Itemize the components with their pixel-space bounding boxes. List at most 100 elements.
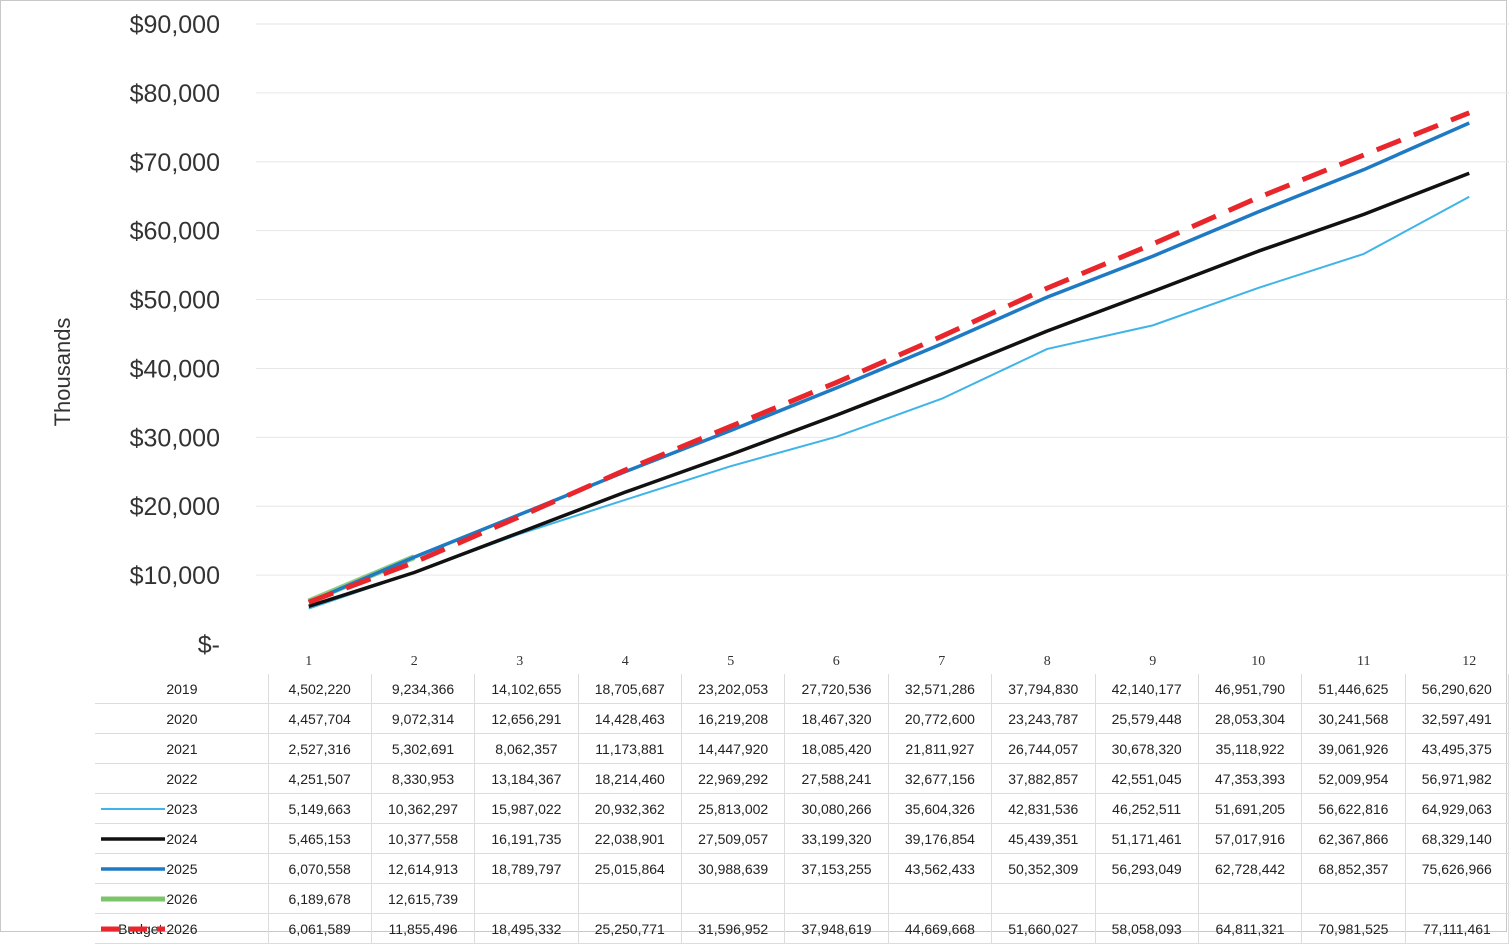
table-cell — [1301, 883, 1406, 914]
table-cell: 26,744,057 — [991, 733, 1096, 764]
table-cell: 4,457,704 — [268, 703, 372, 734]
table-cell: 8,330,953 — [371, 763, 476, 794]
table-cell: 43,495,375 — [1405, 733, 1509, 764]
data-table: 2019 4,502,220 9,234,366 14,102,655 18,705,6… — [95, 674, 1509, 944]
table-cell: 6,189,678 — [268, 883, 372, 914]
x-tick-label: 5 — [727, 654, 734, 669]
table-cell: 64,929,063 — [1405, 793, 1509, 824]
table-cell — [991, 883, 1096, 914]
x-tick-label: 3 — [516, 654, 523, 669]
table-cell: 31,596,952 — [681, 913, 786, 944]
table-cell: 51,446,625 — [1301, 674, 1406, 704]
table-row: 2019 4,502,220 9,234,366 14,102,655 18,705,6… — [95, 674, 1509, 704]
table-cell: 51,691,205 — [1198, 793, 1303, 824]
table-cell: 56,971,982 — [1405, 763, 1509, 794]
y-tick-label: $70,000 — [130, 149, 220, 177]
table-row: 2024 5,465,153 10,377,558 16,191,735 22,038,… — [95, 823, 1509, 854]
table-cell: 39,176,854 — [888, 823, 993, 854]
table-cell: 68,329,140 — [1405, 823, 1509, 854]
y-axis-label: Thousands — [50, 318, 75, 427]
table-cell: 30,988,639 — [681, 853, 786, 884]
table-row: 2020 4,457,704 9,072,314 12,656,291 14,428,4… — [95, 703, 1509, 734]
table-cell: 8,062,357 — [474, 733, 579, 764]
table-cell: 37,153,255 — [784, 853, 889, 884]
table-cell: 42,831,536 — [991, 793, 1096, 824]
series-lines — [307, 110, 1471, 610]
table-cell: 75,626,966 — [1405, 853, 1509, 884]
table-cell: 57,017,916 — [1198, 823, 1303, 854]
table-cell: 5,149,663 — [268, 793, 372, 824]
table-cell: 37,794,830 — [991, 674, 1096, 704]
y-tick-label: $10,000 — [130, 562, 220, 590]
table-cell: 30,678,320 — [1095, 733, 1199, 764]
table-cell — [578, 883, 683, 914]
table-cell: 14,447,920 — [681, 733, 786, 764]
table-cell: 27,720,536 — [784, 674, 889, 704]
table-row: 2021 2,527,316 5,302,691 8,062,357 11,173,88… — [95, 733, 1509, 764]
table-row: 2023 5,149,663 10,362,297 15,987,022 20,932,… — [95, 793, 1509, 824]
table-cell: 70,981,525 — [1301, 913, 1406, 944]
table-cell: 50,352,309 — [991, 853, 1096, 884]
table-cell: 56,293,049 — [1095, 853, 1199, 884]
table-cell: 10,362,297 — [371, 793, 476, 824]
y-axis-ticks: $- $10,000 $20,000 $30,000 $40,000 $50,000 $60… — [130, 11, 1477, 669]
series-name: 2019 — [166, 680, 198, 697]
table-cell: 6,061,589 — [268, 913, 372, 944]
table-cell: 25,813,002 — [681, 793, 786, 824]
table-cell: 18,214,460 — [578, 763, 683, 794]
table-cell: 39,061,926 — [1301, 733, 1406, 764]
table-cell: 56,622,816 — [1301, 793, 1406, 824]
table-cell: 4,251,507 — [268, 763, 372, 794]
table-cell: 11,855,496 — [371, 913, 476, 944]
table-cell: 23,202,053 — [681, 674, 786, 704]
x-tick-label: 11 — [1357, 654, 1370, 669]
y-tick-label: $40,000 — [130, 355, 220, 383]
table-cell: 64,811,321 — [1198, 913, 1303, 944]
series-line-budget-2026 — [307, 110, 1471, 605]
table-cell: 58,058,093 — [1095, 913, 1199, 944]
table-row: 2026 6,189,678 12,615,739 — [95, 883, 1509, 914]
table-cell: 25,015,864 — [578, 853, 683, 884]
series-name: 2026 — [166, 890, 198, 907]
table-cell: 51,171,461 — [1095, 823, 1199, 854]
series-name: 2023 — [166, 800, 198, 817]
table-cell: 9,072,314 — [371, 703, 476, 734]
table-cell: 33,199,320 — [784, 823, 889, 854]
table-cell: 16,191,735 — [474, 823, 579, 854]
y-tick-label: $- — [198, 631, 220, 659]
table-cell: 56,290,620 — [1405, 674, 1509, 704]
table-cell — [681, 883, 786, 914]
table-cell: 20,772,600 — [888, 703, 993, 734]
table-cell: 18,467,320 — [784, 703, 889, 734]
table-cell: 27,588,241 — [784, 763, 889, 794]
table-cell: 44,669,668 — [888, 913, 993, 944]
x-tick-label: 12 — [1462, 654, 1476, 669]
table-cell: 6,070,558 — [268, 853, 372, 884]
table-cell: 27,509,057 — [681, 823, 786, 854]
x-tick-label: 8 — [1044, 654, 1051, 669]
table-cell — [1405, 883, 1509, 914]
table-cell: 51,660,027 — [991, 913, 1096, 944]
table-row: Budget 20266,061,58911,855,49618,495,332… — [95, 913, 1509, 944]
table-cell: 18,705,687 — [578, 674, 683, 704]
series-line-2025 — [308, 121, 1470, 604]
table-cell — [888, 883, 993, 914]
x-tick-label: 10 — [1251, 654, 1265, 669]
table-cell: 23,243,787 — [991, 703, 1096, 734]
table-cell: 25,250,771 — [578, 913, 683, 944]
table-cell: 32,597,491 — [1405, 703, 1509, 734]
table-cell: 77,111,461 — [1405, 913, 1509, 944]
table-cell: 14,428,463 — [578, 703, 683, 734]
table-cell: 62,367,866 — [1301, 823, 1406, 854]
row-label: 2021 — [95, 733, 269, 764]
table-cell: 18,789,797 — [474, 853, 579, 884]
series-name: 2021 — [166, 740, 198, 757]
table-cell: 37,882,857 — [991, 763, 1096, 794]
row-label: 2019 — [95, 674, 269, 704]
table-cell: 20,932,362 — [578, 793, 683, 824]
table-cell: 11,173,881 — [578, 733, 683, 764]
table-cell: 12,615,739 — [371, 883, 476, 914]
table-cell: 68,852,357 — [1301, 853, 1406, 884]
table-row: 2022 4,251,507 8,330,953 13,184,367 18,214,4… — [95, 763, 1509, 794]
table-cell: 5,465,153 — [268, 823, 372, 854]
